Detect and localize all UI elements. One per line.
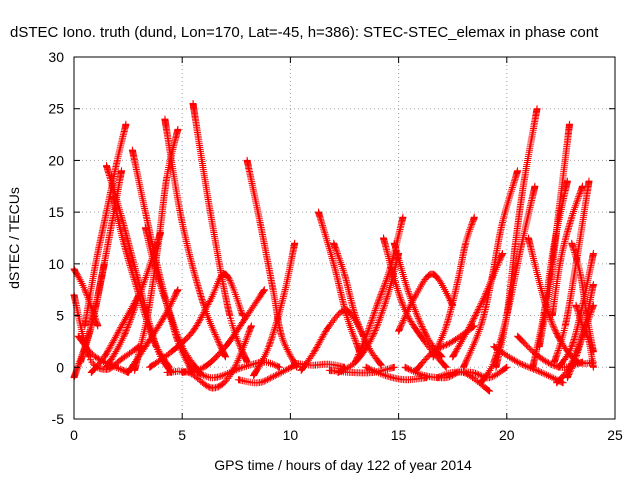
- y-tick-label: 30: [48, 49, 64, 65]
- series-markers: [395, 270, 457, 335]
- data-series: [548, 182, 586, 320]
- data-series: [146, 270, 247, 371]
- data-series: [250, 239, 299, 380]
- x-axis-label: GPS time / hours of day 122 of year 2014: [214, 457, 472, 473]
- y-tick-label: 10: [48, 256, 64, 272]
- y-tick-label: 15: [48, 204, 64, 220]
- x-tick-label: 20: [499, 427, 515, 443]
- data-series: [235, 361, 299, 387]
- series-markers: [178, 286, 268, 376]
- series-markers: [146, 270, 247, 371]
- x-tick-label: 5: [178, 427, 186, 443]
- x-tick-label: 25: [607, 427, 623, 443]
- x-tick-label: 15: [391, 427, 407, 443]
- data-series: [81, 120, 130, 330]
- y-axis-label: dSTEC / TECUs: [6, 187, 22, 289]
- series-markers: [124, 286, 182, 376]
- series-markers: [250, 239, 299, 380]
- series-markers: [189, 100, 251, 366]
- y-tick-label: 5: [56, 308, 64, 324]
- data-series: [380, 234, 450, 371]
- series-markers: [380, 234, 450, 371]
- series-markers: [77, 167, 126, 366]
- data-series: [362, 363, 431, 384]
- series-markers: [429, 213, 478, 361]
- series-markers: [81, 120, 130, 330]
- data-series: [492, 105, 541, 371]
- data-series: [550, 177, 593, 366]
- data-series: [429, 213, 478, 361]
- series-markers: [535, 120, 574, 351]
- data-series: [460, 167, 522, 371]
- series-markers: [315, 208, 364, 356]
- data-points: [70, 100, 597, 395]
- data-series: [395, 270, 457, 335]
- data-series: [124, 286, 182, 376]
- chart-title: dSTEC Iono. truth (dund, Lon=170, Lat=-4…: [10, 24, 599, 41]
- series-markers: [550, 177, 593, 366]
- data-series: [330, 239, 385, 369]
- data-series: [163, 322, 255, 392]
- y-tick-label: 20: [48, 152, 64, 168]
- plot-frame: [73, 56, 616, 420]
- y-tick-label: 25: [48, 101, 64, 117]
- axis-ticks: 0 5 10 15 20 25 -5 0 5 10 15 20 25 30: [48, 49, 623, 443]
- series-markers: [362, 363, 431, 384]
- y-tick-label: 0: [56, 359, 64, 375]
- series-markers: [163, 322, 255, 392]
- series-markers: [330, 239, 385, 369]
- series-markers: [460, 167, 522, 371]
- data-series: [189, 100, 251, 366]
- series-markers: [492, 105, 541, 371]
- series-markers: [235, 361, 299, 387]
- data-series: [572, 301, 597, 371]
- x-tick-label: 0: [70, 427, 78, 443]
- data-series: [178, 286, 268, 376]
- data-series: [535, 120, 574, 351]
- series-markers: [548, 182, 586, 320]
- series-markers: [572, 301, 597, 371]
- data-series: [315, 208, 364, 356]
- y-tick-label: -5: [52, 411, 65, 427]
- x-tick-label: 10: [283, 427, 299, 443]
- data-series: [77, 167, 126, 366]
